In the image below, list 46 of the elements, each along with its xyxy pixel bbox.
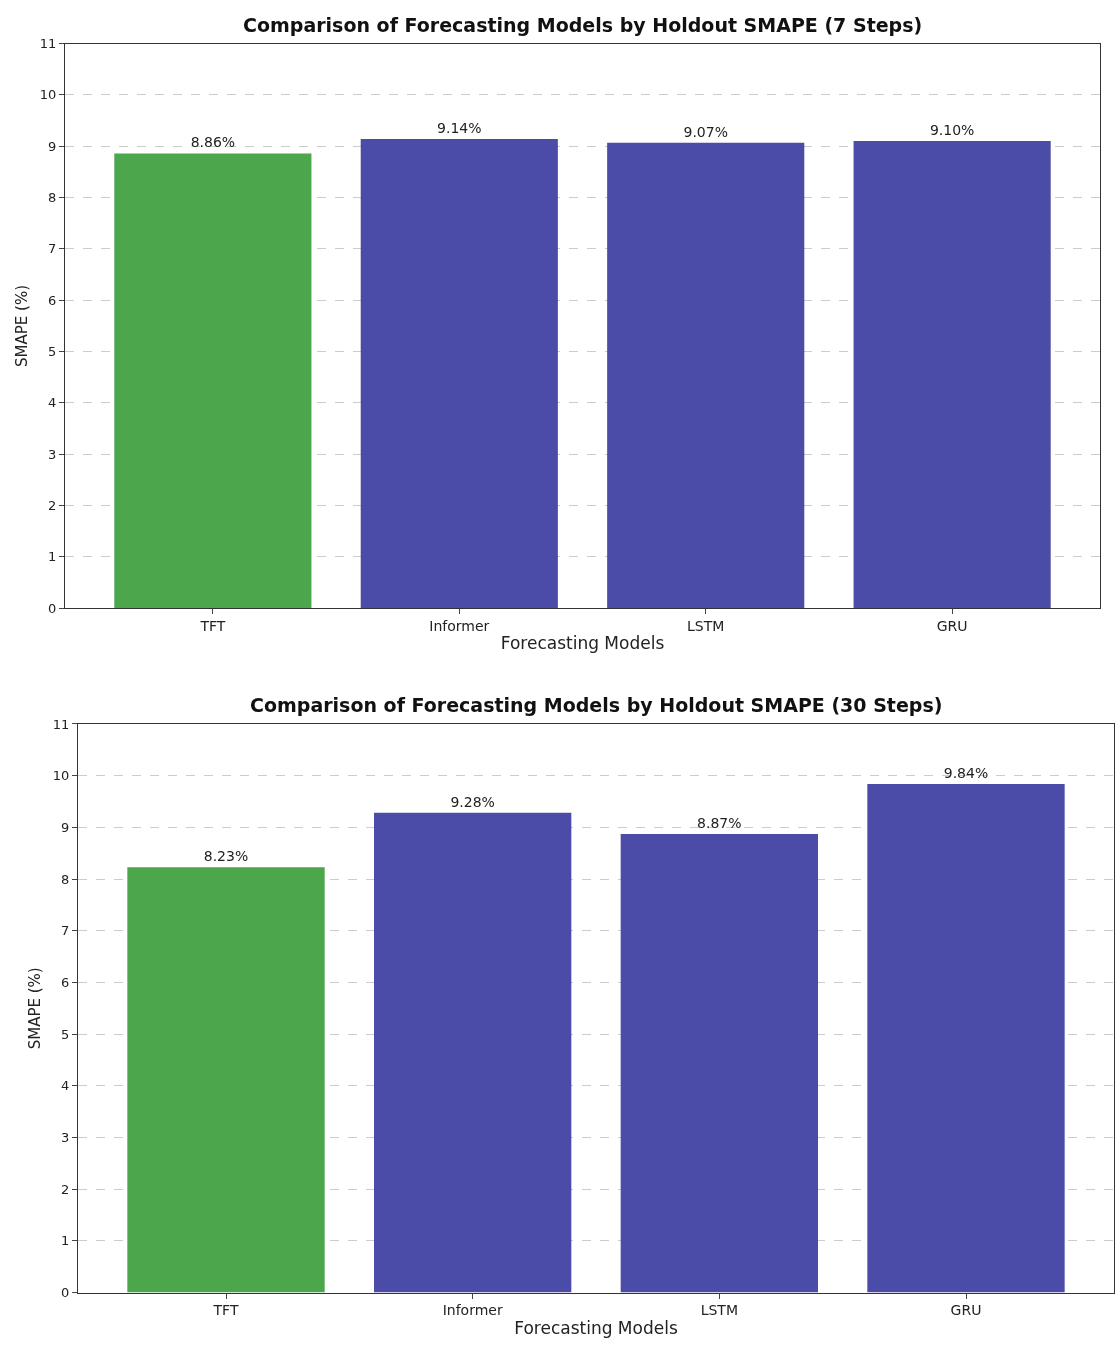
y-axis-title: SMAPE (%) bbox=[26, 967, 45, 1050]
x-tick-label: Informer bbox=[429, 618, 490, 635]
data-label: 8.86% bbox=[190, 134, 236, 151]
y-tick-label: 0 bbox=[48, 600, 57, 616]
data-label: 9.14% bbox=[437, 120, 482, 137]
data-label: 9.84% bbox=[943, 764, 989, 781]
y-tick-label: 5 bbox=[61, 1026, 70, 1042]
y-tick-label: 3 bbox=[48, 446, 57, 462]
chart-title: Comparison of Forecasting Models by Holdout SMAPE (7 Steps) bbox=[243, 14, 923, 36]
y-tick-label: 7 bbox=[48, 241, 57, 257]
y-tick-label: 6 bbox=[48, 292, 57, 308]
data-label: 9.07% bbox=[683, 123, 728, 140]
x-tick-label: LSTM bbox=[700, 1302, 738, 1319]
y-tick-label: 7 bbox=[61, 923, 70, 939]
y-tick-label: 10 bbox=[39, 87, 57, 103]
x-tick-label: TFT bbox=[199, 618, 226, 635]
y-tick-label: 9 bbox=[48, 138, 57, 154]
data-label: 8.23% bbox=[203, 848, 249, 865]
y-tick-label: 1 bbox=[61, 1233, 70, 1249]
data-label: 9.10% bbox=[929, 122, 975, 139]
x-tick-label: TFT bbox=[212, 1302, 239, 1319]
y-tick-label: 8 bbox=[48, 190, 57, 206]
y-tick-label: 11 bbox=[39, 36, 57, 52]
y-tick-label: 9 bbox=[61, 819, 70, 835]
y-tick-label: 6 bbox=[61, 974, 70, 990]
y-tick-label: 4 bbox=[61, 1078, 70, 1094]
x-axis-title: Forecasting Models bbox=[500, 633, 665, 654]
data-label: 9.28% bbox=[450, 793, 495, 810]
y-tick-label: 4 bbox=[48, 395, 57, 411]
y-tick-label: 8 bbox=[61, 871, 70, 887]
y-tick-label: 10 bbox=[52, 768, 70, 784]
x-tick-label: LSTM bbox=[687, 618, 725, 635]
x-tick-label: GRU bbox=[950, 1302, 982, 1319]
y-tick-label: 5 bbox=[48, 344, 57, 360]
x-tick-label: GRU bbox=[936, 618, 968, 635]
y-tick-label: 11 bbox=[52, 716, 70, 732]
y-tick-label: 2 bbox=[61, 1181, 70, 1197]
y-tick-label: 1 bbox=[48, 549, 57, 565]
y-tick-label: 0 bbox=[61, 1285, 70, 1301]
x-axis-title: Forecasting Models bbox=[514, 1317, 678, 1338]
y-tick-label: 2 bbox=[48, 498, 57, 514]
x-tick-label: Informer bbox=[442, 1302, 503, 1319]
y-axis-title: SMAPE (%) bbox=[13, 284, 32, 367]
chart-title: Comparison of Forecasting Models by Holdout SMAPE (30 Steps) bbox=[250, 694, 943, 716]
y-tick-label: 3 bbox=[61, 1130, 70, 1146]
data-label: 8.87% bbox=[697, 815, 742, 832]
